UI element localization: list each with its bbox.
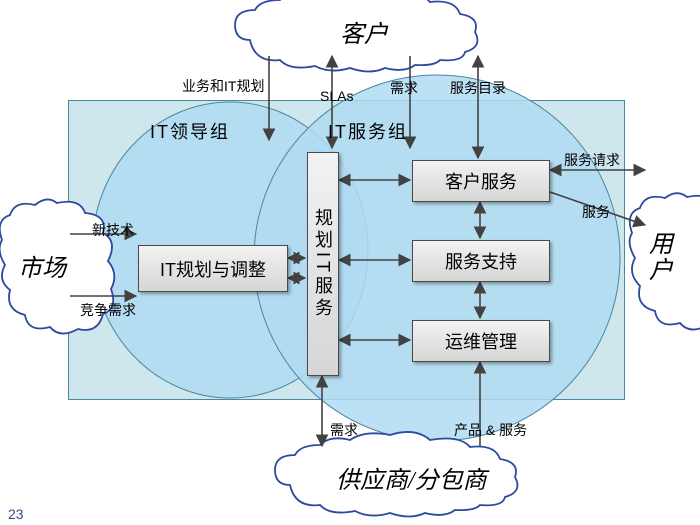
box-service-support-label: 服务支持 — [445, 248, 517, 274]
box-planning-adjust: IT规划与调整 — [138, 245, 288, 292]
edge-catalog: 服务目录 — [450, 78, 506, 98]
edge-need-bottom: 需求 — [330, 420, 358, 440]
box-customer-service: 客户服务 — [412, 160, 550, 202]
box-plan-it-service-label: 规划IT服务 — [310, 208, 336, 320]
edge-service: 服务 — [582, 202, 610, 222]
box-service-support: 服务支持 — [412, 240, 550, 282]
cloud-user-label: 用户 — [646, 232, 676, 285]
group-service-label: IT服务组 — [328, 118, 408, 144]
cloud-market-label: 市场 — [18, 248, 66, 283]
box-customer-service-label: 客户服务 — [445, 168, 517, 194]
box-ops-mgmt-label: 运维管理 — [445, 328, 517, 354]
edge-svc-request: 服务请求 — [564, 150, 620, 170]
cloud-supplier-label: 供应商/分包商 — [336, 460, 487, 495]
edge-biz-it-plan: 业务和IT规划 — [182, 76, 264, 96]
group-leadership-label: IT领导组 — [150, 118, 230, 144]
edge-new-tech: 新技术 — [92, 220, 134, 240]
edge-compete: 竞争需求 — [80, 300, 136, 320]
edge-need-top: 需求 — [390, 78, 418, 98]
edge-slas: SLAs — [320, 88, 353, 104]
box-plan-it-service: 规划IT服务 — [307, 152, 339, 376]
box-planning-adjust-label: IT规划与调整 — [160, 256, 266, 282]
page-number: 23 — [8, 506, 24, 522]
box-ops-mgmt: 运维管理 — [412, 320, 550, 362]
edge-product-service: 产品 & 服务 — [454, 420, 527, 440]
cloud-customer-label: 客户 — [340, 14, 388, 49]
